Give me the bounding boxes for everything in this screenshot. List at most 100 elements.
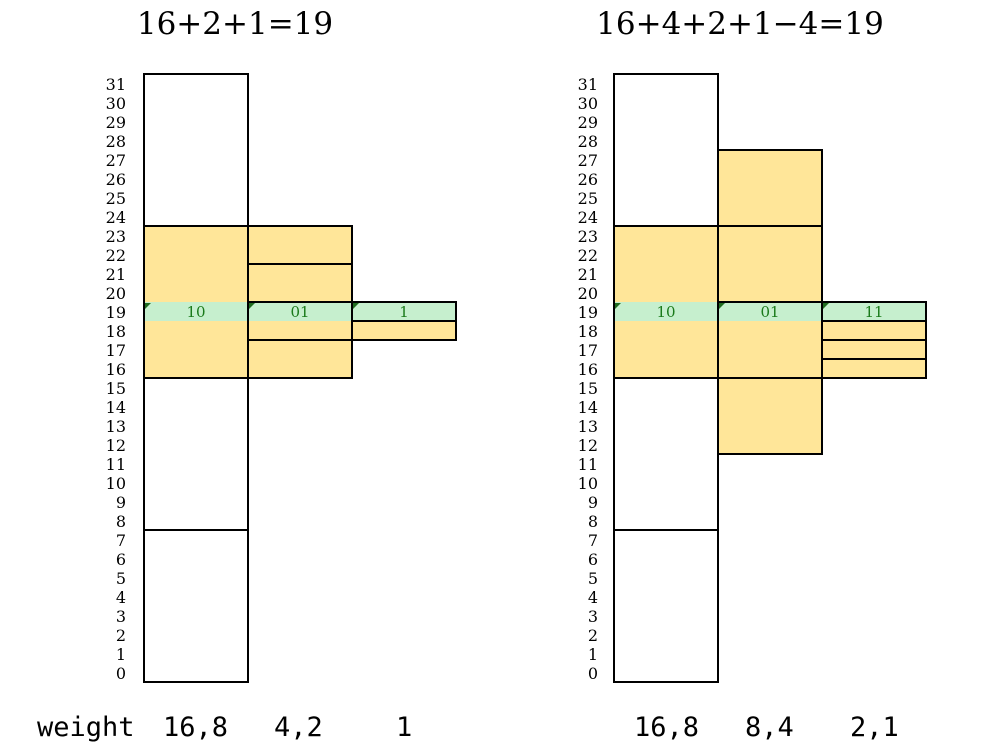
left-scale-label: 17: [106, 341, 126, 360]
right-scale-label: 2: [588, 626, 598, 645]
right-scale-label: 12: [578, 436, 598, 455]
left-weight-level-2: 4,2: [274, 712, 323, 743]
right-scale-label: 26: [578, 170, 598, 189]
right-scale-label: 25: [578, 189, 598, 208]
right-scale-label: 24: [578, 208, 598, 227]
left-weight-level-3: 1: [396, 712, 413, 743]
left-scale-label: 2: [116, 626, 126, 645]
left-scale-label: 12: [106, 436, 126, 455]
right-scale-label: 5: [588, 569, 598, 588]
right-scale-label: 0: [588, 664, 598, 683]
left-scale-label: 27: [106, 151, 126, 170]
right-scale-label: 22: [578, 246, 598, 265]
right-weight-level-2: 8,4: [745, 712, 794, 743]
left-scale-label: 7: [116, 531, 126, 550]
right-scale-label: 18: [578, 322, 598, 341]
right-level-1-code: 10: [656, 303, 675, 321]
right-level-3-highlight-band: [822, 302, 926, 321]
right-level-1-interval-outline: [613, 73, 719, 227]
right-level-3-interval-outline: [821, 301, 927, 322]
left-scale-label: 8: [116, 512, 126, 531]
right-scale-label: 27: [578, 151, 598, 170]
left-scale-label: 14: [106, 398, 126, 417]
right-level-2-interval-fill: [718, 378, 822, 454]
left-scale-label: 25: [106, 189, 126, 208]
left-level-2-interval-outline: [247, 225, 353, 265]
left-level-2-highlight-band: [248, 302, 352, 321]
right-scale-label: 23: [578, 227, 598, 246]
left-scale-label: 18: [106, 322, 126, 341]
left-scale-label: 6: [116, 550, 126, 569]
left-scale-label: 9: [116, 493, 126, 512]
left-level-3-interval-outline: [351, 301, 457, 322]
left-scale-label: 4: [116, 588, 126, 607]
right-scale-label: 19: [578, 303, 598, 322]
right-scale-label: 6: [588, 550, 598, 569]
right-scale-label: 9: [588, 493, 598, 512]
right-scale-label: 20: [578, 284, 598, 303]
left-level-1-interval-outline: [143, 73, 249, 227]
weight-label: weight: [37, 712, 135, 743]
right-scale-label: 13: [578, 417, 598, 436]
right-scale-label: 8: [588, 512, 598, 531]
left-scale-label: 15: [106, 379, 126, 398]
left-level-2-interval-fill: [248, 226, 352, 264]
right-level-1-interval-outline: [613, 377, 719, 531]
right-scale-label: 30: [578, 94, 598, 113]
right-level-3-interval-fill: [822, 359, 926, 378]
right-scale-label: 1: [588, 645, 598, 664]
right-scale-label: 17: [578, 341, 598, 360]
right-level-3-code: 11: [864, 303, 883, 321]
right-scale-label: 29: [578, 113, 598, 132]
right-weight-level-1: 16,8: [634, 712, 700, 743]
right-scale-label: 4: [588, 588, 598, 607]
right-scale-label: 11: [578, 455, 598, 474]
right-level-1-highlight-band: [614, 302, 718, 321]
right-scale-label: 7: [588, 531, 598, 550]
left-level-3-code: 1: [399, 303, 409, 321]
right-diagram-heading: 16+4+2+1−4=19: [596, 6, 884, 42]
left-scale-label: 23: [106, 227, 126, 246]
left-level-1-code: 10: [186, 303, 205, 321]
left-level-3-marker: [353, 303, 359, 309]
right-weight-level-3: 2,1: [850, 712, 899, 743]
left-level-1-interval-outline: [143, 529, 249, 683]
left-scale-label: 29: [106, 113, 126, 132]
left-diagram-heading: 16+2+1=19: [136, 6, 334, 42]
right-scale-label: 15: [578, 379, 598, 398]
left-level-2-code: 01: [290, 303, 309, 321]
right-level-2-code: 01: [760, 303, 779, 321]
left-scale-label: 20: [106, 284, 126, 303]
right-level-2-interval-outline: [717, 149, 823, 227]
left-scale-label: 10: [106, 474, 126, 493]
right-scale-label: 16: [578, 360, 598, 379]
left-scale-label: 0: [116, 664, 126, 683]
left-weight-level-1: 16,8: [163, 712, 229, 743]
left-scale-label: 3: [116, 607, 126, 626]
left-level-2-interval-fill: [248, 340, 352, 378]
right-level-3-marker: [823, 303, 829, 309]
right-level-3-interval-fill: [822, 321, 926, 340]
right-scale-label: 10: [578, 474, 598, 493]
left-scale-label: 1: [116, 645, 126, 664]
right-scale-label: 31: [578, 75, 598, 94]
left-scale-label: 21: [106, 265, 126, 284]
right-scale-label: 28: [578, 132, 598, 151]
left-level-1-highlight-band: [144, 302, 248, 321]
left-scale-label: 19: [106, 303, 126, 322]
left-level-3-highlight-band: [352, 302, 456, 321]
right-level-2-highlight-band: [718, 302, 822, 321]
left-level-2-interval-fill: [248, 264, 352, 302]
right-level-3-interval-fill: [822, 340, 926, 359]
left-scale-label: 26: [106, 170, 126, 189]
left-scale-label: 11: [106, 455, 126, 474]
right-scale-label: 3: [588, 607, 598, 626]
left-scale-label: 5: [116, 569, 126, 588]
right-scale-label: 14: [578, 398, 598, 417]
right-level-2-interval-fill: [718, 150, 822, 226]
left-level-1-interval-outline: [143, 377, 249, 531]
left-scale-label: 31: [106, 75, 126, 94]
right-level-1-marker: [615, 303, 621, 309]
left-scale-label: 16: [106, 360, 126, 379]
